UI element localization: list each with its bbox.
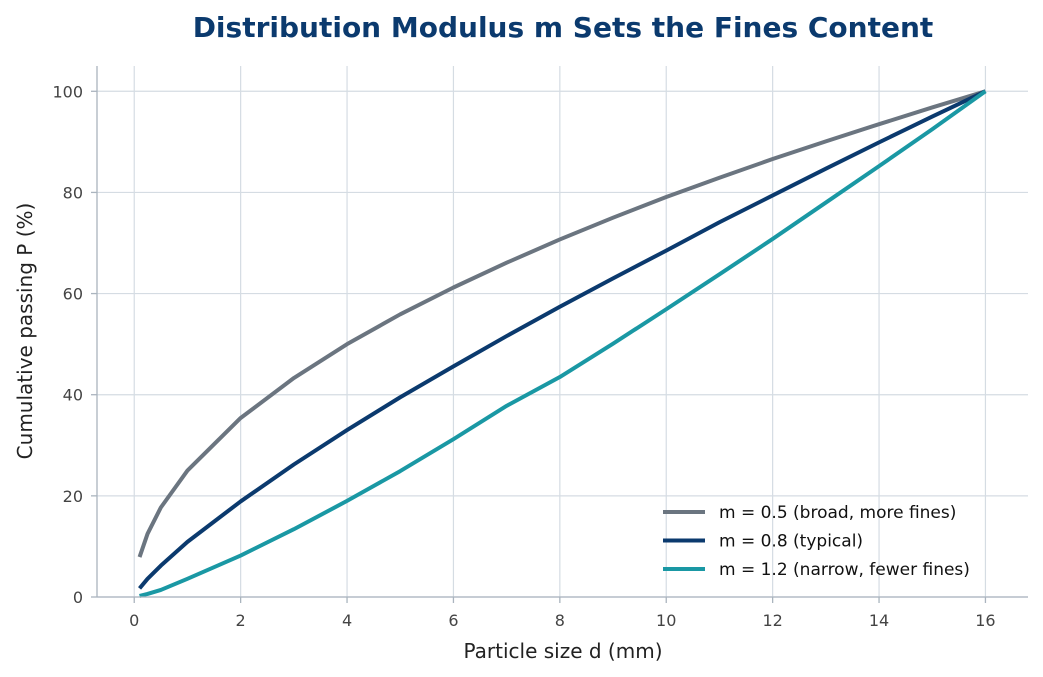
series-line-1 (138, 89, 987, 590)
x-tick-label-8: 16 (975, 611, 995, 630)
legend-label-2: m = 1.2 (narrow, fewer fines) (719, 560, 970, 580)
y-axis-label: Cumulative passing P (%) (13, 203, 37, 460)
series-layer (137, 89, 987, 598)
y-tick-label-4: 80 (63, 183, 83, 202)
x-tick-label-4: 8 (555, 611, 565, 630)
legend: m = 0.5 (broad, more fines) m = 0.8 (typi… (663, 503, 970, 580)
axes-layer: 0 2 4 6 8 10 12 14 16 0 20 40 60 80 100 (52, 66, 1028, 630)
x-tick-label-2: 4 (342, 611, 352, 630)
x-tick-label-5: 10 (656, 611, 676, 630)
x-tick-label-1: 2 (236, 611, 246, 630)
y-tick-label-0: 0 (73, 588, 83, 607)
legend-label-1: m = 0.8 (typical) (719, 532, 863, 552)
y-tick-label-5: 100 (52, 82, 83, 101)
y-tick-label-2: 40 (63, 386, 83, 405)
x-axis-label: Particle size d (mm) (463, 639, 662, 663)
x-tick-label-6: 12 (762, 611, 782, 630)
legend-label-0: m = 0.5 (broad, more fines) (719, 503, 956, 523)
y-tick-label-3: 60 (63, 285, 83, 304)
y-tick-label-1: 20 (63, 487, 83, 506)
x-tick-label-3: 6 (448, 611, 458, 630)
x-tick-label-0: 0 (129, 611, 139, 630)
series-line-2 (139, 89, 987, 598)
x-tick-label-7: 14 (869, 611, 889, 630)
chart-title: Distribution Modulus m Sets the Fines Co… (193, 11, 934, 44)
series-line-0 (137, 89, 987, 558)
